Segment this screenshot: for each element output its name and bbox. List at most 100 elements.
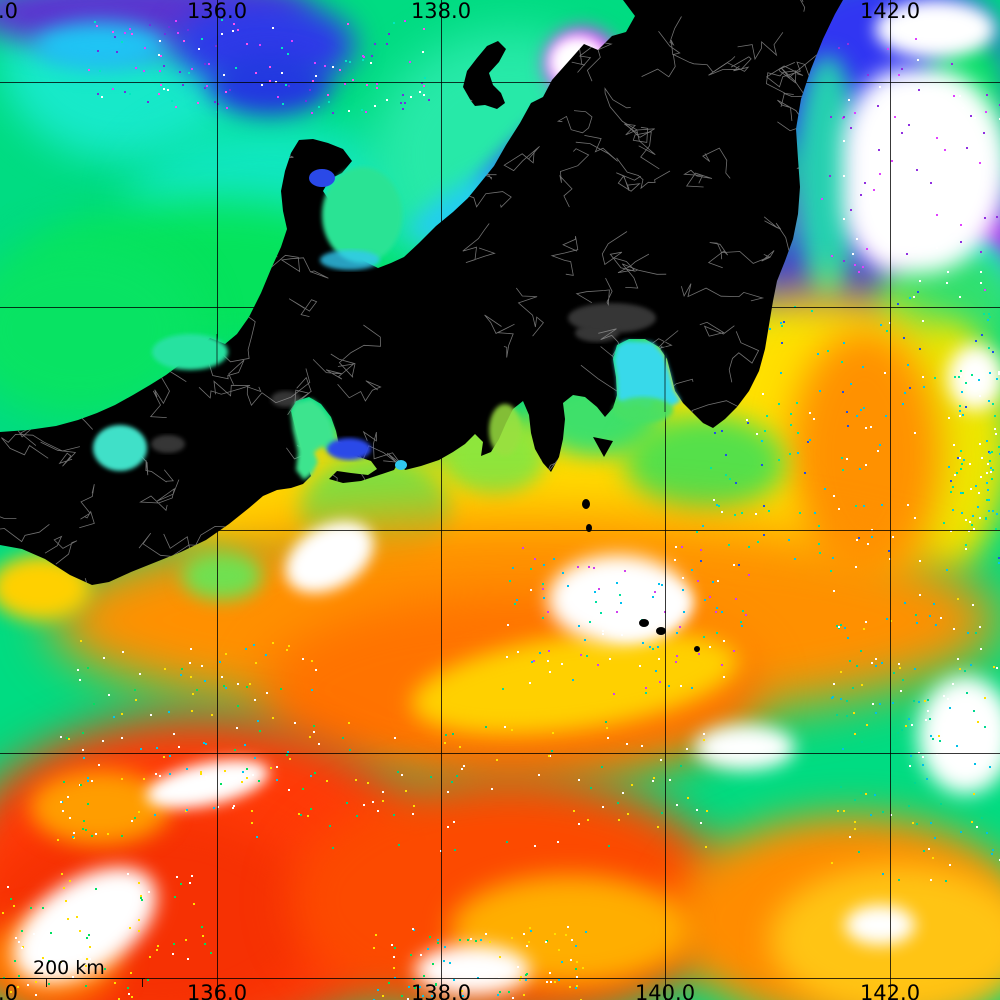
boundary-line: [205, 199, 278, 258]
boundary-line: [624, 123, 656, 156]
boundary-line: [337, 380, 382, 402]
boundary-line: [765, 62, 797, 107]
boundary-line: [267, 254, 329, 279]
cloud-patch: [918, 676, 1000, 794]
boundary-line: [0, 110, 20, 155]
wakasa-bay: [152, 334, 228, 370]
islet: [639, 619, 649, 627]
honshu-landmass: [0, 0, 843, 585]
scale-bar-label: 200 km: [33, 957, 105, 979]
boundary-line: [172, 42, 205, 81]
boundary-line: [683, 169, 713, 188]
boundary-line: [487, 535, 511, 563]
boundary-line: [0, 513, 17, 527]
scale-bar-tick: [46, 979, 47, 987]
boundary-line: [604, 87, 655, 138]
boundary-line: [575, 135, 618, 162]
boundary-line: [411, 203, 440, 227]
longitude-label: 138.0: [410, 981, 472, 1000]
boundary-line: [486, 16, 552, 44]
temperature-blob: [35, 22, 165, 70]
scale-bar-tick: [142, 979, 143, 987]
boundary-line: [550, 236, 579, 276]
lake-hamana: [395, 460, 407, 470]
boundary-line: [0, 250, 54, 284]
urban-areas: [151, 303, 656, 453]
boundary-line: [616, 157, 671, 190]
tokyo-bay-mouth: [613, 397, 673, 423]
toyama-bay: [322, 167, 402, 263]
boundary-line: [134, 218, 182, 258]
boundary-line: [815, 571, 839, 585]
osaka-bay: [93, 425, 147, 471]
boundary-line: [616, 172, 642, 192]
boundary-line: [274, 0, 326, 39]
boundary-line: [44, 535, 78, 565]
boundary-line: [1, 433, 80, 459]
cloud-patch: [415, 945, 530, 995]
boundary-line: [198, 380, 251, 399]
boundary-line: [62, 156, 115, 212]
izu-oshima-island: [593, 437, 613, 457]
longitude-label: .0: [0, 0, 19, 23]
boundary-line: [777, 99, 807, 132]
boundary-line: [52, 334, 80, 372]
cloud-patch: [875, 0, 995, 58]
graticule-horizontal: [0, 530, 1000, 531]
boundary-line: [763, 216, 790, 252]
boundary-line: [351, 7, 379, 37]
boundary-line: [503, 146, 540, 172]
boundary-line: [577, 41, 613, 82]
boundary-line: [330, 324, 381, 378]
longitude-label: 136.0: [186, 0, 248, 23]
boundary-line: [708, 56, 752, 76]
boundary-line: [160, 270, 193, 287]
graticule-horizontal: [0, 978, 1000, 979]
longitude-label: 136.0: [186, 981, 248, 1000]
longitude-label: 142.0: [859, 0, 921, 23]
boundary-line: [556, 110, 593, 134]
boundary-line: [50, 202, 95, 237]
boundary-line: [218, 18, 272, 64]
boundary-line: [159, 229, 197, 244]
boundary-line: [766, 61, 810, 88]
izu-islands: [582, 437, 700, 652]
ise-bay: [291, 399, 337, 480]
boundary-line: [780, 54, 818, 98]
nanao-bay: [309, 169, 335, 187]
boundary-line: [606, 486, 644, 510]
longitude-label: .0: [0, 981, 19, 1000]
boundary-line: [108, 134, 134, 158]
boundary-line: [729, 423, 778, 444]
urban-area-nagoya: [271, 391, 301, 407]
boundary-line: [257, 0, 302, 26]
temperature-blob: [625, 415, 785, 510]
cloud-patch: [695, 725, 795, 770]
boundary-line: [721, 250, 775, 264]
boundary-line: [138, 532, 208, 557]
urban-area: [575, 324, 619, 342]
boundary-line: [692, 531, 709, 558]
boundary-line: [185, 218, 225, 248]
longitude-label: 138.0: [410, 0, 472, 23]
islet: [694, 646, 700, 652]
boundary-line: [62, 177, 99, 202]
boundary-line: [178, 128, 205, 162]
boundary-line: [329, 103, 361, 134]
boundary-line: [826, 219, 843, 256]
boundary-line: [613, 253, 650, 274]
boundary-line: [14, 332, 29, 365]
boundary-line: [484, 314, 515, 358]
suruga-bay: [489, 404, 521, 456]
longitude-label: 140.0: [634, 981, 696, 1000]
boundary-line: [760, 492, 799, 524]
boundary-line: [88, 329, 128, 354]
islet: [586, 524, 592, 532]
boundary-line: [462, 223, 496, 263]
boundary-line: [269, 35, 328, 94]
graticule-horizontal: [0, 82, 1000, 83]
boundary-line: [190, 300, 229, 329]
boundary-line: [737, 32, 784, 61]
boundary-line: [139, 454, 174, 483]
